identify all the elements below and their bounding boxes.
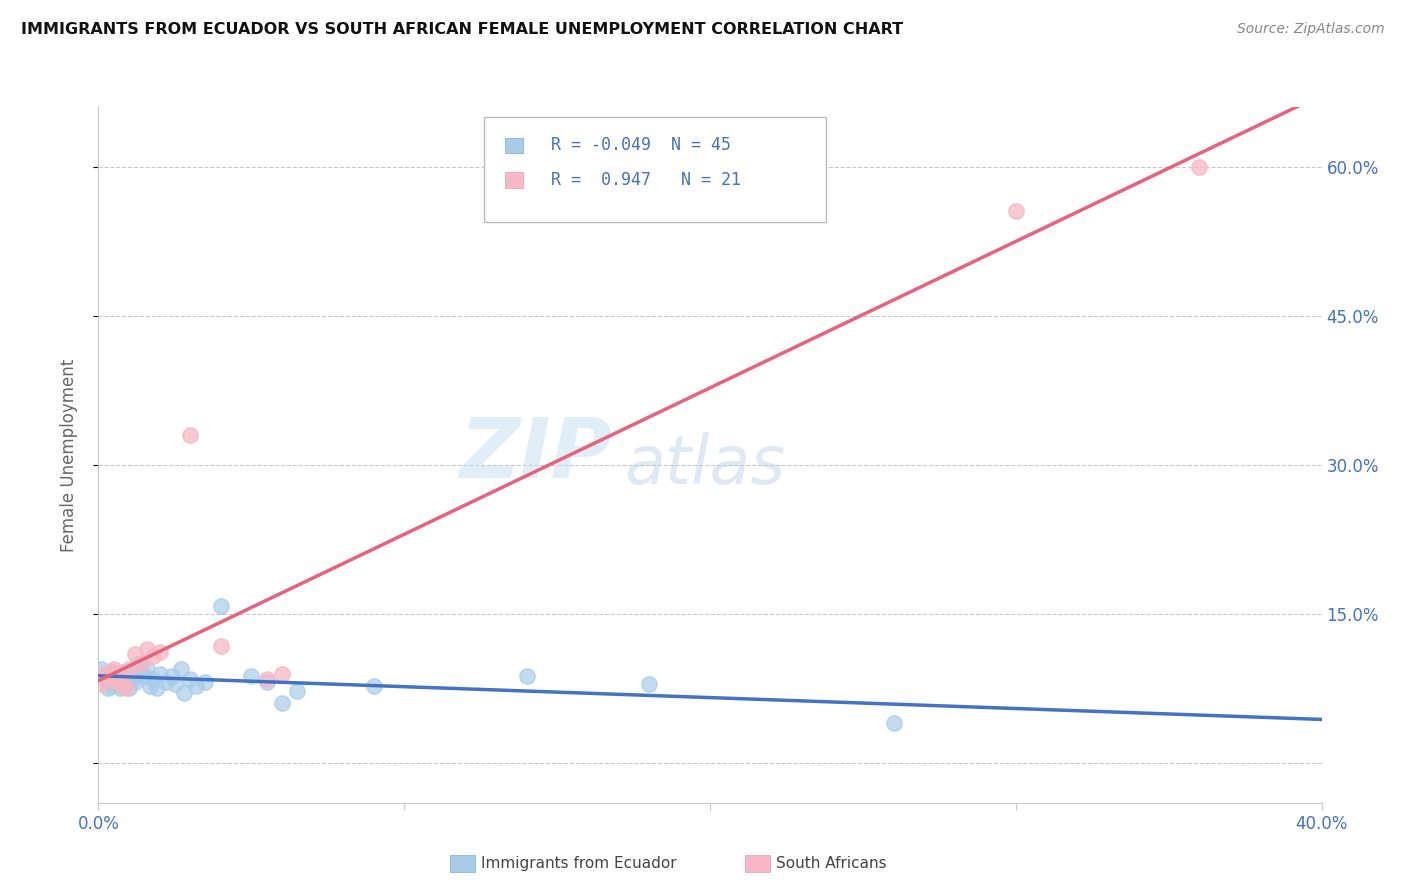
- Point: [1004, 204, 1026, 219]
- Point: [179, 428, 201, 442]
- Point: [124, 674, 146, 689]
- Point: [209, 639, 232, 653]
- Point: [115, 674, 138, 689]
- Point: [179, 672, 201, 686]
- Point: [93, 668, 115, 682]
- Point: [256, 674, 278, 689]
- Point: [100, 665, 122, 679]
- Point: [170, 662, 193, 676]
- Point: [93, 666, 115, 681]
- Point: [516, 668, 538, 682]
- Point: [134, 668, 156, 682]
- Point: [118, 662, 141, 676]
- Point: [103, 662, 125, 676]
- Point: [100, 666, 122, 681]
- Point: [97, 674, 120, 689]
- Point: [145, 681, 167, 696]
- Text: R =  0.947   N = 21: R = 0.947 N = 21: [551, 171, 741, 189]
- Point: [118, 666, 141, 681]
- FancyBboxPatch shape: [484, 118, 827, 222]
- Point: [883, 716, 905, 731]
- Point: [136, 662, 159, 676]
- Text: atlas: atlas: [624, 433, 786, 499]
- Point: [108, 672, 131, 686]
- Y-axis label: Female Unemployment: Female Unemployment: [59, 359, 77, 551]
- Point: [111, 679, 134, 693]
- Point: [637, 676, 661, 690]
- Point: [90, 676, 112, 690]
- Point: [103, 665, 125, 679]
- Point: [285, 684, 308, 698]
- Point: [115, 681, 138, 696]
- Point: [105, 676, 128, 690]
- Text: IMMIGRANTS FROM ECUADOR VS SOUTH AFRICAN FEMALE UNEMPLOYMENT CORRELATION CHART: IMMIGRANTS FROM ECUADOR VS SOUTH AFRICAN…: [21, 22, 903, 37]
- Point: [149, 645, 172, 659]
- Text: R = -0.049  N = 45: R = -0.049 N = 45: [551, 136, 731, 154]
- Point: [173, 686, 195, 700]
- Point: [124, 647, 146, 661]
- Point: [209, 599, 232, 613]
- Point: [97, 672, 120, 686]
- Point: [108, 681, 131, 695]
- Point: [118, 681, 141, 696]
- Point: [105, 668, 128, 682]
- Point: [111, 679, 134, 693]
- Point: [270, 697, 292, 711]
- Point: [90, 662, 112, 676]
- Point: [363, 679, 385, 693]
- Point: [100, 679, 122, 693]
- Point: [160, 668, 183, 682]
- Point: [103, 672, 125, 686]
- Point: [129, 657, 152, 671]
- Point: [270, 666, 292, 681]
- Text: Source: ZipAtlas.com: Source: ZipAtlas.com: [1237, 22, 1385, 37]
- Text: South Africans: South Africans: [776, 856, 887, 871]
- Point: [127, 657, 149, 671]
- Point: [155, 674, 177, 689]
- Point: [186, 679, 208, 693]
- Point: [163, 676, 186, 690]
- Point: [142, 672, 165, 686]
- Point: [240, 668, 263, 682]
- Point: [97, 681, 120, 696]
- Text: ZIP: ZIP: [460, 415, 612, 495]
- Point: [129, 665, 152, 679]
- Point: [115, 668, 138, 682]
- Text: Immigrants from Ecuador: Immigrants from Ecuador: [481, 856, 676, 871]
- Point: [256, 672, 278, 686]
- FancyBboxPatch shape: [505, 137, 523, 153]
- Point: [142, 648, 165, 663]
- Point: [136, 641, 159, 656]
- Point: [111, 665, 134, 679]
- Point: [194, 674, 217, 689]
- Point: [121, 672, 143, 686]
- Point: [108, 668, 131, 682]
- Point: [149, 666, 172, 681]
- Point: [1188, 160, 1211, 174]
- Point: [139, 679, 162, 693]
- Point: [105, 674, 128, 689]
- FancyBboxPatch shape: [505, 172, 523, 187]
